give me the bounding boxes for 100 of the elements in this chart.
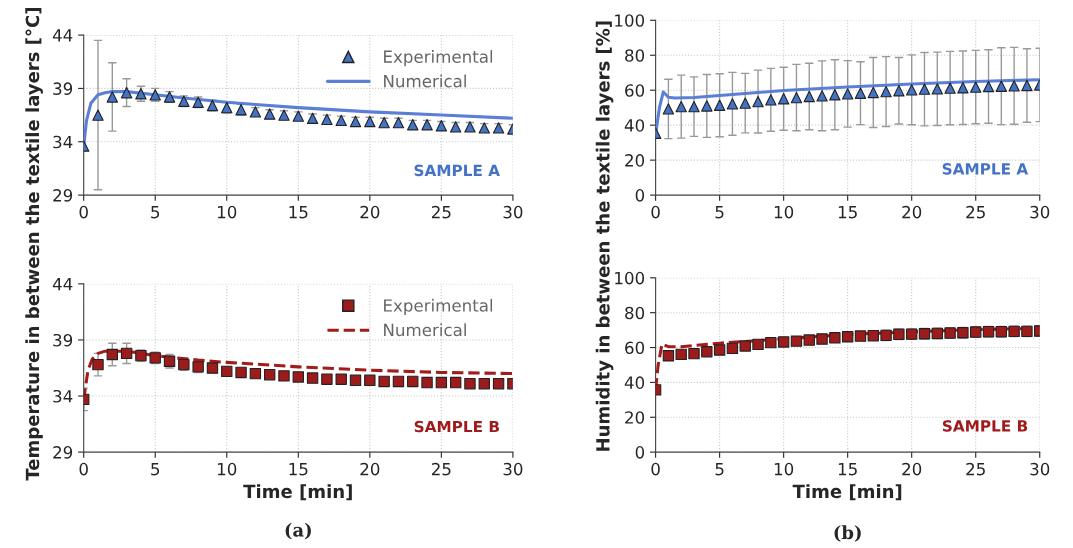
legend-label: Experimental	[384, 50, 493, 67]
annotation: SAMPLE B	[414, 420, 499, 433]
x-tick-label: 20	[360, 205, 380, 219]
point	[292, 371, 304, 383]
point	[263, 108, 276, 120]
x-tick-label: 5	[151, 463, 160, 476]
point	[263, 369, 276, 381]
y-tick-label: 34	[53, 135, 73, 149]
point	[106, 348, 119, 361]
x-tick-label: 20	[902, 462, 922, 476]
point	[752, 338, 764, 351]
text: (b)	[834, 525, 861, 542]
y-tick-label: 80	[625, 49, 645, 62]
point	[306, 112, 319, 124]
annotation: SAMPLE A	[414, 164, 500, 177]
y-tick-label: 29	[53, 189, 73, 202]
point	[392, 116, 405, 129]
y-tick-label: 20	[625, 411, 645, 424]
x-tick-label: 20	[902, 205, 922, 219]
x-tick-label: 30	[503, 462, 523, 476]
y-tick-label: 39	[53, 333, 73, 347]
point	[421, 376, 433, 389]
point	[278, 370, 290, 382]
point	[321, 113, 333, 126]
legend-label: Numerical	[384, 74, 466, 88]
x-tick-label: 0	[79, 205, 88, 219]
y-axis-title: Temperature in between the textile layers [°C]	[25, 8, 43, 481]
point	[854, 330, 867, 342]
point	[321, 373, 333, 385]
legend-label: Experimental	[384, 298, 493, 315]
point	[726, 98, 739, 110]
x-tick-label: 10	[774, 462, 794, 476]
x-tick-label: 25	[966, 205, 985, 219]
y-tick-label: 80	[625, 306, 645, 320]
point	[278, 109, 290, 121]
point	[178, 358, 190, 371]
y-axis-title: Humidity in between the textile layers [%]	[595, 21, 614, 451]
point	[92, 109, 104, 121]
point	[970, 81, 982, 93]
point	[306, 372, 319, 384]
point	[206, 362, 219, 374]
point	[829, 332, 841, 344]
point	[364, 374, 376, 387]
point	[816, 90, 828, 102]
point	[662, 350, 675, 362]
text: (a)	[285, 522, 311, 540]
y-tick-label: 34	[53, 389, 73, 403]
point	[106, 91, 119, 103]
point	[407, 118, 419, 131]
point	[221, 101, 233, 114]
y-tick-label: 100	[615, 14, 645, 27]
point	[829, 89, 841, 101]
x-tick-label: 15	[289, 463, 308, 476]
point	[675, 348, 687, 361]
point	[235, 366, 247, 379]
x-tick-label: 25	[431, 205, 451, 219]
point	[662, 103, 675, 115]
point	[905, 84, 918, 96]
point	[478, 122, 490, 134]
x-tick-label: 5	[151, 206, 160, 219]
point	[790, 91, 803, 104]
point	[492, 122, 505, 134]
point	[739, 97, 751, 109]
point	[726, 342, 739, 355]
point	[880, 85, 892, 98]
point	[378, 375, 390, 388]
point	[221, 365, 233, 378]
x-tick-label: 25	[966, 462, 985, 476]
point	[92, 358, 104, 371]
point	[816, 333, 828, 345]
point	[392, 375, 405, 388]
point	[893, 85, 905, 97]
point	[701, 346, 713, 358]
y-tick-label: 40	[624, 376, 645, 389]
point	[918, 83, 931, 95]
x-tick-label: 25	[431, 462, 451, 476]
point	[841, 331, 854, 343]
point	[688, 347, 700, 360]
point	[249, 106, 262, 118]
point	[803, 90, 815, 103]
point	[378, 116, 390, 129]
x-axis-title: Time [min]	[243, 484, 352, 501]
y-tick-label: 0	[635, 446, 645, 459]
x-tick-label: 0	[651, 205, 660, 219]
point	[335, 114, 347, 127]
x-tick-label: 30	[1030, 462, 1050, 476]
point	[1008, 80, 1020, 92]
point	[931, 83, 944, 95]
x-tick-label: 30	[1030, 205, 1050, 219]
y-tick-label: 44	[52, 278, 73, 291]
x-tick-label: 15	[838, 463, 857, 476]
legend-label: Numerical	[384, 323, 466, 337]
point	[120, 86, 133, 99]
y-tick-label: 39	[53, 82, 73, 95]
point	[1021, 79, 1033, 92]
point	[688, 100, 700, 113]
point	[777, 336, 790, 348]
point	[421, 118, 433, 131]
point	[675, 100, 687, 113]
point	[752, 95, 764, 108]
